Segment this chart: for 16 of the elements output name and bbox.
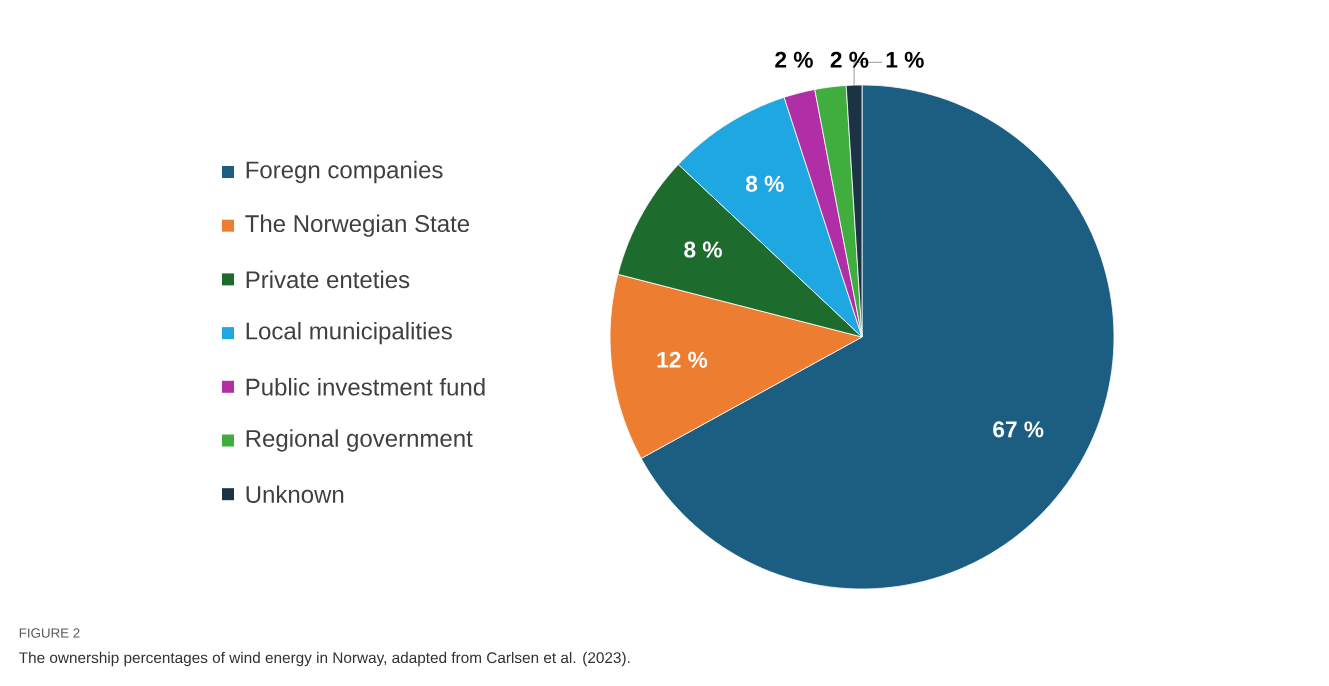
legend-label: Unknown — [246, 485, 344, 504]
data-label: 2 % — [775, 51, 813, 68]
data-label: 2 % — [830, 51, 869, 68]
data-label: 1 % — [886, 51, 924, 68]
legend-label: The Norwegian State — [245, 214, 470, 237]
text: The ownership percentages of wind energy in Norway, adapted from Carlsen et al. (2023). — [19, 651, 630, 667]
data-label: 8 % — [684, 241, 722, 258]
legend-label: Regional government — [246, 429, 473, 452]
data-label: 8 % — [745, 175, 784, 192]
legend-label: Public investment fund — [246, 377, 485, 396]
legend-label: Foregn companies — [246, 160, 443, 184]
legend-label: Private enteties — [246, 270, 410, 289]
legend-label: Local municipalities — [246, 321, 452, 345]
caption: FIGURE 2 — [19, 628, 80, 638]
data-label: 67 % — [993, 421, 1044, 438]
data-label: 12 % — [657, 351, 708, 368]
